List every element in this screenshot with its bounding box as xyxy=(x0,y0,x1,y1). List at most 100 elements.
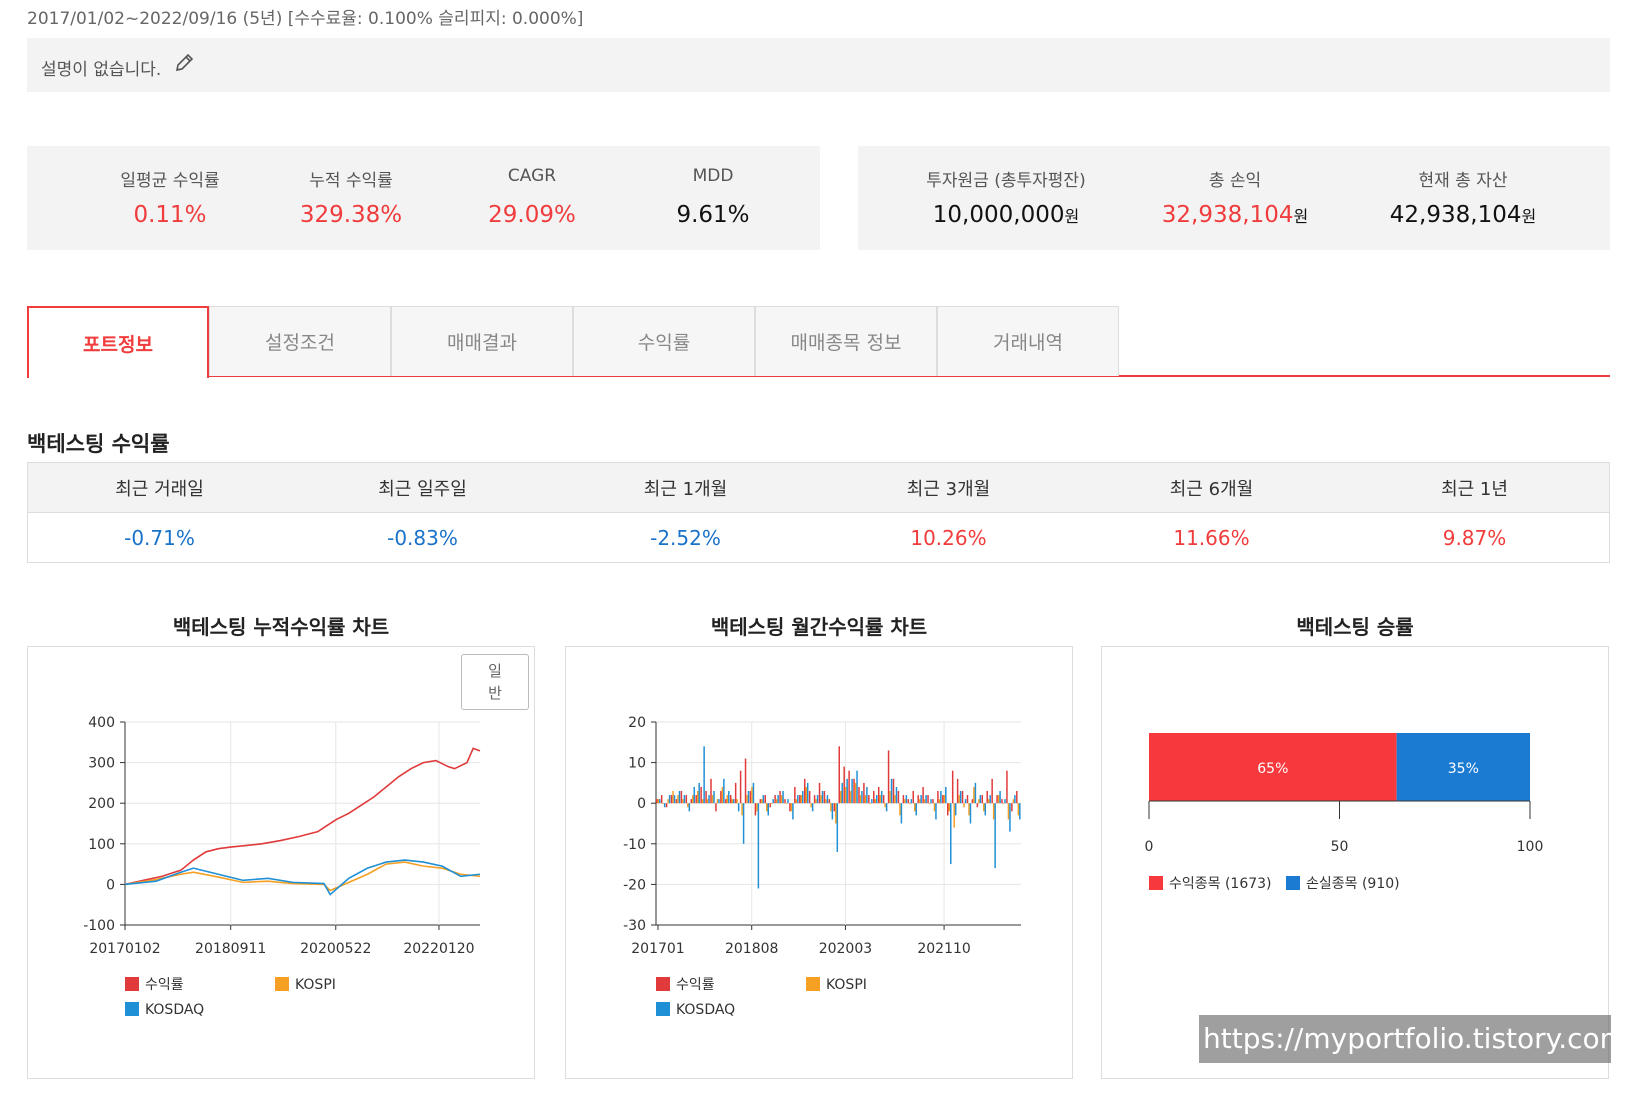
bar-KOSPI xyxy=(726,795,729,804)
bar-수익률 xyxy=(1001,799,1003,804)
bar-KOSDAQ xyxy=(1004,799,1006,804)
loss-bar xyxy=(1396,733,1530,801)
bar-KOSDAQ xyxy=(728,791,730,804)
bar-수익률 xyxy=(956,778,959,804)
bar-수익률 xyxy=(991,778,993,804)
bar-수익률 xyxy=(858,786,860,804)
bar-KOSPI xyxy=(721,786,724,804)
tab-stock-info[interactable]: 매매종목 정보 xyxy=(755,306,937,376)
legend-swatch xyxy=(806,977,820,991)
winrate-chart-box: 65% 35% 0 50 100 수익종목 (1673) 손실종목 (910) xyxy=(1101,646,1609,1079)
bar-KOSPI xyxy=(938,799,941,804)
x-tick-label: 202110 xyxy=(917,941,970,957)
tab-returns[interactable]: 수익률 xyxy=(573,306,755,376)
legend-label: KOSDAQ xyxy=(676,1002,735,1018)
tab-trade-results[interactable]: 매매결과 xyxy=(391,306,573,376)
bar-수익률 xyxy=(754,803,757,816)
bar-수익률 xyxy=(951,770,954,804)
bar-수익률 xyxy=(912,791,914,804)
bar-수익률 xyxy=(794,786,796,804)
tabs-underline xyxy=(27,375,1610,377)
bar-수익률 xyxy=(922,786,924,804)
header-cell: 최근 1년 xyxy=(1441,479,1508,500)
bar-KOSPI xyxy=(711,795,714,804)
legend-swatch xyxy=(1286,876,1300,890)
bar-KOSDAQ xyxy=(866,786,868,804)
legend-swatch xyxy=(656,1002,670,1016)
bar-수익률 xyxy=(976,803,979,808)
bar-KOSPI xyxy=(1012,799,1015,804)
bar-KOSPI xyxy=(879,795,881,804)
x-tick-label: 0 xyxy=(1145,839,1154,855)
returns-table-header xyxy=(28,463,1609,513)
bar-KOSDAQ xyxy=(703,746,705,804)
kpi-value: 10,000,000원 xyxy=(932,202,1080,228)
bar-KOSDAQ xyxy=(925,795,927,804)
bar-KOSDAQ xyxy=(688,803,691,812)
tab-settings[interactable]: 설정조건 xyxy=(209,306,391,376)
bar-수익률 xyxy=(725,799,727,804)
tab-trade-history[interactable]: 거래내역 xyxy=(937,306,1119,376)
kpi-box-returns: 일평균 수익률 0.11% 누적 수익률 329.38% CAGR 29.09%… xyxy=(27,146,820,250)
bar-KOSPI xyxy=(820,795,822,804)
bar-KOSPI xyxy=(1007,803,1010,820)
bar-KOSDAQ xyxy=(1009,803,1011,832)
bar-수익률 xyxy=(665,803,668,808)
kpi-cagr: CAGR 29.09% xyxy=(437,146,627,250)
x-tick-label: 201808 xyxy=(725,941,778,957)
bar-수익률 xyxy=(685,795,688,804)
header-cell: 최근 거래일 xyxy=(115,479,204,500)
bar-수익률 xyxy=(700,786,702,804)
bar-수익률 xyxy=(759,799,762,804)
bar-수익률 xyxy=(680,791,683,804)
chart-title-winrate: 백테스팅 승률 xyxy=(1296,615,1414,639)
bar-KOSPI xyxy=(923,799,926,804)
bar-KOSDAQ xyxy=(806,782,809,804)
bar-KOSPI xyxy=(790,803,793,812)
bar-KOSDAQ xyxy=(920,795,922,804)
bar-KOSDAQ xyxy=(742,803,745,844)
bar-수익률 xyxy=(843,766,845,804)
bar-KOSPI xyxy=(933,803,936,812)
description-box: 설명이 없습니다. xyxy=(27,38,1610,92)
bar-수익률 xyxy=(848,770,850,804)
y-tick-label: 300 xyxy=(88,756,115,772)
bar-수익률 xyxy=(1006,770,1008,804)
bar-KOSDAQ xyxy=(910,799,913,804)
kpi-mdd: MDD 9.61% xyxy=(618,146,808,250)
y-tick-label: 0 xyxy=(106,877,115,893)
pencil-icon[interactable] xyxy=(173,52,195,74)
kpi-total-assets: 현재 총 자산 42,938,104원 xyxy=(1343,146,1583,250)
kpi-daily-return: 일평균 수익률 0.11% xyxy=(75,146,265,250)
bar-KOSPI xyxy=(662,803,664,804)
y-tick-label: 0 xyxy=(637,796,646,812)
bar-수익률 xyxy=(937,791,939,804)
bar-수익률 xyxy=(986,791,988,804)
kpi-box-assets: 투자원금 (총투자평잔) 10,000,000원 총 손익 32,938,104… xyxy=(858,146,1610,250)
bar-KOSDAQ xyxy=(737,803,740,812)
bar-KOSDAQ xyxy=(930,799,932,804)
bar-KOSDAQ xyxy=(880,791,883,804)
series-line-KOSDAQ xyxy=(124,859,481,896)
bar-KOSPI xyxy=(918,799,921,804)
bar-KOSPI xyxy=(795,799,798,804)
bar-KOSPI xyxy=(775,799,778,804)
bar-KOSPI xyxy=(1017,803,1020,816)
x-tick-label: 50 xyxy=(1331,839,1349,855)
bar-KOSDAQ xyxy=(658,799,661,804)
value-cell: 9.87% xyxy=(1442,525,1507,550)
bar-KOSPI xyxy=(953,803,955,828)
bar-KOSPI xyxy=(677,795,679,804)
section-title: 백테스팅 수익률 xyxy=(27,432,170,456)
value-cell: -2.52% xyxy=(650,525,721,550)
bar-KOSPI xyxy=(701,799,704,804)
bar-수익률 xyxy=(966,795,969,804)
bar-수익률 xyxy=(803,778,806,804)
x-tick-label: 100 xyxy=(1517,839,1544,855)
bar-KOSPI xyxy=(958,795,960,804)
bar-수익률 xyxy=(656,799,658,804)
chart-mode-button[interactable]: 일 반 xyxy=(461,654,529,710)
bar-KOSDAQ xyxy=(673,795,676,804)
bar-KOSPI xyxy=(800,795,803,804)
tab-port-info[interactable]: 포트정보 xyxy=(27,306,209,378)
